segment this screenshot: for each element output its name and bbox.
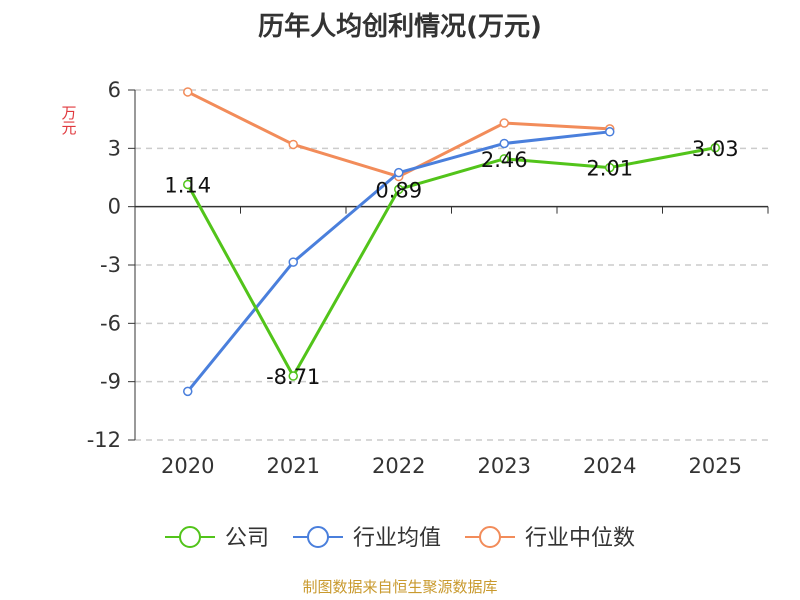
- data-point: [394, 184, 404, 195]
- data-point: [183, 179, 193, 190]
- data-point: [288, 139, 298, 150]
- legend-item[interactable]: 公司: [165, 526, 269, 551]
- chart-title: 历年人均创利情况(万元): [258, 12, 542, 42]
- axes: 6 3 0 -3 -6 -9 -12 2020 2021 2022 2023 2024 2025: [87, 78, 769, 478]
- series-line: [187, 90, 610, 179]
- legend-marker-icon: [179, 526, 201, 548]
- data-point: [183, 87, 193, 97]
- data-label: 1.14: [164, 174, 211, 198]
- data-point: [499, 118, 509, 128]
- x-tick-label: 2021: [267, 454, 320, 478]
- legend: 公司 行业均值 行业中位数: [165, 526, 635, 551]
- data-point: [605, 127, 615, 137]
- y-tick-label: -12: [87, 428, 121, 452]
- y-axis-label: 万元: [61, 104, 77, 137]
- y-tick-label: -3: [100, 253, 121, 277]
- data-point: [183, 386, 193, 397]
- data-point: [499, 154, 509, 164]
- x-tick-label: 2022: [372, 454, 425, 478]
- y-tick-label: -9: [100, 370, 121, 394]
- series-line: [186, 146, 716, 378]
- y-tick-label: 6: [108, 78, 121, 102]
- data-point: [605, 162, 615, 173]
- legend-label: 公司: [225, 526, 269, 551]
- data-label: 0.89: [375, 178, 422, 202]
- legend-marker-icon: [307, 526, 329, 548]
- series-lines: [183, 87, 720, 397]
- legend-marker-icon: [479, 526, 501, 548]
- x-tick-label: 2024: [583, 454, 636, 478]
- source-footer: 制图数据来自恒生聚源数据库: [302, 578, 498, 596]
- data-labels: 1.14 -8.71 0.89 2.46 2.01 3.03: [164, 137, 738, 389]
- data-label: 2.46: [481, 148, 528, 172]
- data-point: [288, 257, 298, 267]
- grid-lines: [135, 89, 768, 441]
- legend-label: 行业均值: [353, 526, 441, 551]
- data-label: -8.71: [266, 365, 320, 389]
- y-tick-label: 0: [108, 195, 121, 219]
- x-tick-label: 2025: [689, 454, 742, 478]
- legend-item[interactable]: 行业中位数: [465, 526, 635, 551]
- legend-label: 行业中位数: [525, 526, 635, 551]
- data-point: [394, 167, 404, 178]
- y-tick-label: 3: [108, 136, 121, 160]
- x-tick-label: 2023: [478, 454, 531, 478]
- y-tick-label: -6: [100, 311, 121, 335]
- data-point: [710, 143, 720, 153]
- data-label: 3.03: [692, 137, 739, 161]
- data-point: [288, 371, 298, 381]
- legend-item[interactable]: 行业均值: [293, 526, 441, 551]
- data-point: [499, 138, 509, 149]
- x-tick-label: 2020: [161, 454, 214, 478]
- data-label: 2.01: [586, 157, 633, 181]
